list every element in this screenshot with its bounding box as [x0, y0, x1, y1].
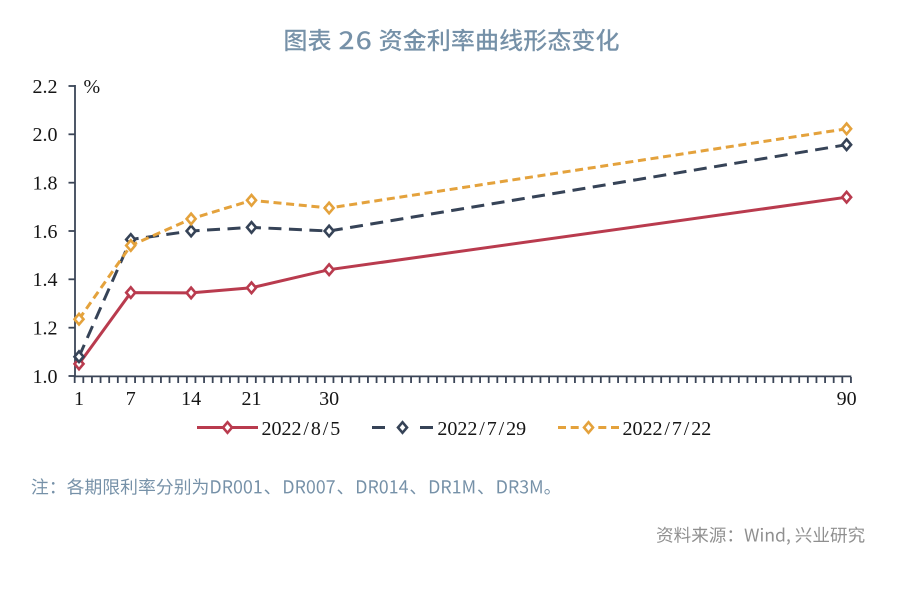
svg-text:2022/7/22: 2022/7/22	[623, 418, 712, 440]
svg-text:1: 1	[74, 388, 84, 410]
svg-text:30: 30	[319, 388, 339, 410]
svg-text:%: %	[84, 76, 101, 98]
svg-text:21: 21	[242, 388, 262, 410]
svg-text:1.8: 1.8	[33, 173, 58, 195]
svg-text:2022/7/29: 2022/7/29	[437, 418, 526, 440]
svg-text:1.4: 1.4	[33, 269, 58, 291]
svg-text:7: 7	[126, 388, 136, 410]
svg-text:1.6: 1.6	[33, 221, 58, 243]
svg-text:90: 90	[837, 388, 857, 410]
svg-text:14: 14	[181, 388, 201, 410]
svg-text:1.0: 1.0	[33, 366, 58, 388]
svg-text:2022/8/5: 2022/8/5	[262, 418, 341, 440]
svg-text:1.2: 1.2	[33, 318, 58, 340]
svg-text:2.2: 2.2	[33, 76, 58, 98]
svg-text:2.0: 2.0	[33, 124, 58, 146]
